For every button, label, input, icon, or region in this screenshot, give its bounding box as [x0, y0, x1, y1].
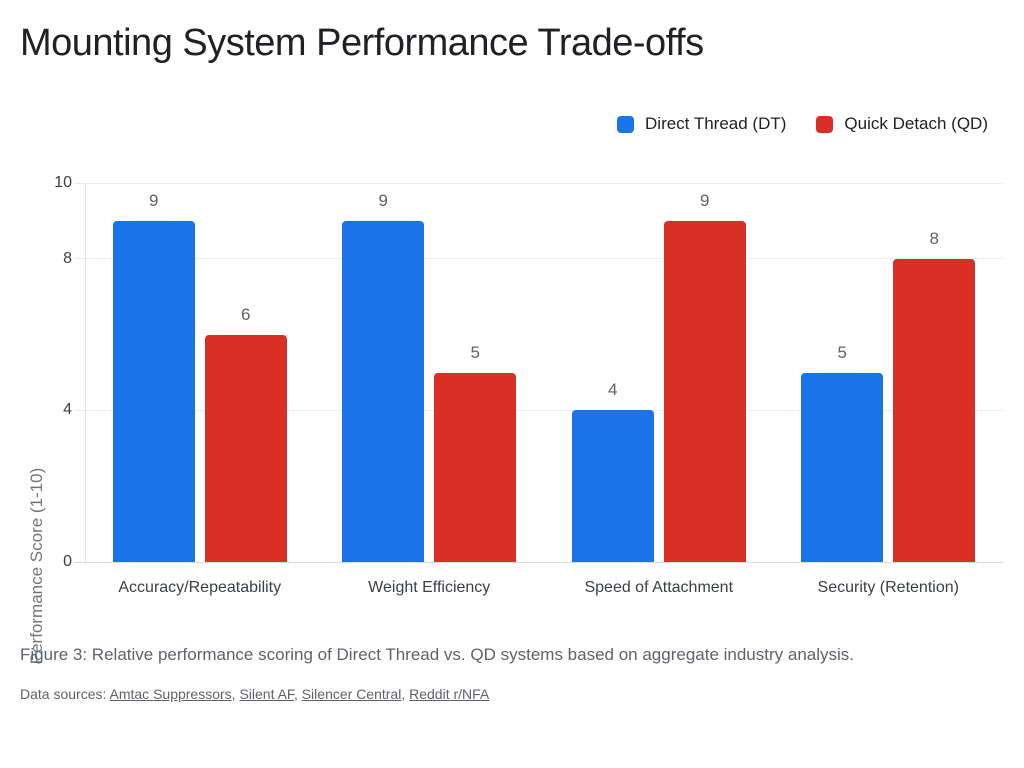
bar	[434, 372, 517, 562]
legend-swatch-icon	[816, 115, 834, 133]
x-category-label: Security (Retention)	[817, 579, 959, 596]
legend-swatch-icon	[617, 115, 635, 133]
y-axis: Performance Score (1-10) 0 4 8 10	[0, 174, 72, 664]
bar	[571, 410, 654, 562]
y-tick-label: 8	[63, 249, 72, 267]
source-separator: ,	[231, 686, 240, 702]
legend-item: Quick Detach (QD)	[816, 114, 988, 134]
bar-value-label: 6	[241, 304, 251, 324]
source-separator: ,	[401, 686, 410, 702]
bar	[893, 258, 976, 562]
bar-value-label: 8	[929, 228, 939, 248]
source-separator: ,	[293, 686, 302, 702]
legend-item: Direct Thread (DT)	[617, 114, 786, 134]
bar-value-label: 5	[470, 342, 480, 362]
data-sources-prefix: Data sources:	[20, 686, 110, 702]
bar-value-label: 9	[149, 190, 159, 210]
bar	[112, 220, 195, 562]
plot-area: 9 6 9 5 4 9 5 8	[74, 182, 1003, 563]
bar	[204, 334, 287, 562]
bar-value-label: 9	[700, 190, 710, 210]
y-axis-line	[85, 183, 86, 562]
x-category-label: Speed of Attachment	[584, 579, 734, 596]
legend-label: Quick Detach (QD)	[844, 114, 988, 133]
chart-title: Mounting System Performance Trade-offs	[20, 22, 704, 64]
source-link[interactable]: Silent AF	[239, 686, 294, 702]
x-axis: Accuracy/Repeatability Weight Efficiency S…	[85, 576, 1003, 600]
bar-value-label: 5	[837, 342, 847, 362]
y-tick-label: 0	[63, 553, 72, 570]
bar-value-label: 9	[378, 190, 388, 210]
bar	[342, 220, 425, 562]
legend-label: Direct Thread (DT)	[645, 114, 787, 133]
gridline	[74, 258, 1003, 260]
legend: Direct Thread (DT) Quick Detach (QD)	[617, 114, 988, 134]
bar-value-label: 4	[608, 380, 618, 400]
bar	[663, 220, 746, 562]
bar	[801, 372, 884, 562]
y-tick-label: 4	[63, 401, 72, 419]
source-link[interactable]: Reddit r/NFA	[409, 686, 490, 702]
x-category-label: Accuracy/Repeatability	[118, 579, 282, 596]
x-category-label: Weight Efficiency	[368, 579, 491, 596]
gridline	[74, 561, 1003, 563]
data-sources: Data sources: Amtac Suppressors, Silent …	[20, 686, 489, 702]
gridline	[74, 182, 1003, 184]
source-link[interactable]: Amtac Suppressors	[109, 686, 232, 702]
gridline	[74, 409, 1003, 411]
figure-caption: Figure 3: Relative performance scoring o…	[20, 645, 855, 664]
y-tick-label: 10	[54, 174, 72, 191]
source-link[interactable]: Silencer Central	[301, 686, 402, 702]
